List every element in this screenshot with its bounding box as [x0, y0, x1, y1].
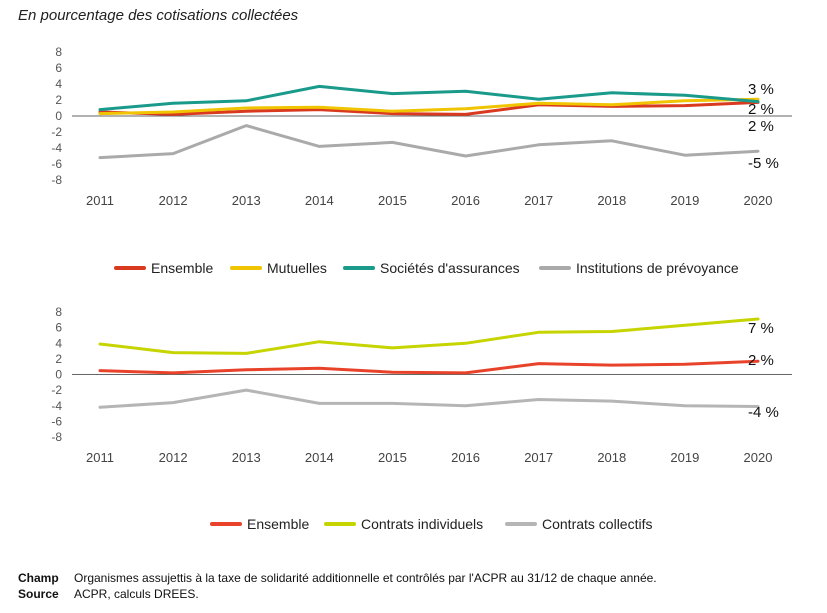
x-tick-label: 2013 [232, 450, 261, 465]
x-tick-label: 2018 [597, 193, 626, 208]
x-tick-label: 2018 [597, 450, 626, 465]
y-tick-label: 2 [55, 352, 62, 366]
footer-source-key: Source [18, 587, 59, 601]
series-line [98, 359, 760, 375]
end-value-label: 7 % [748, 320, 774, 337]
legend-label: Contrats individuels [361, 516, 483, 532]
y-tick-label: 4 [55, 336, 62, 350]
y-tick-label: -8 [51, 173, 62, 187]
footer-source: Source ACPR, calculs DREES. [18, 586, 657, 602]
end-value-label: 2 % [748, 101, 774, 118]
x-tick-label: 2012 [159, 450, 188, 465]
legend-label: Ensemble [247, 516, 309, 532]
panel-insurer-type: -8 -6 -4 -2 0 2 4 6 8 2011 2012 2013 2014 2015 2016 201… [51, 45, 792, 276]
legend-label: Ensemble [151, 260, 213, 276]
end-value-label: 2 % [748, 118, 774, 135]
end-value-label: -5 % [748, 155, 779, 172]
end-value-label: 3 % [748, 81, 774, 98]
x-tick-label: 2016 [451, 193, 480, 208]
footer-champ: Champ Organismes assujettis à la taxe de … [18, 570, 657, 586]
y-tick-label: -2 [51, 125, 62, 139]
y-tick-label: -4 [51, 141, 62, 155]
x-tick-label: 2014 [305, 193, 334, 208]
chart-subtitle: En pourcentage des cotisations collectée… [18, 7, 299, 24]
x-tick-label: 2020 [744, 450, 773, 465]
y-tick-label: -6 [51, 414, 62, 428]
x-tick-label: 2013 [232, 193, 261, 208]
series-line [98, 317, 760, 355]
x-tick-label: 2011 [86, 450, 114, 465]
y-tick-label: 8 [55, 305, 62, 319]
footer-source-text: ACPR, calculs DREES. [74, 587, 199, 601]
y-tick-label: -4 [51, 399, 62, 413]
series-line [98, 124, 760, 160]
y-tick-label: -2 [51, 383, 62, 397]
legend-label: Mutuelles [267, 260, 327, 276]
legend-label: Sociétés d'assurances [380, 260, 520, 276]
x-tick-label: 2020 [744, 193, 773, 208]
y-tick-label: 0 [55, 109, 62, 123]
y-tick-label: 2 [55, 93, 62, 107]
y-tick-label: 6 [55, 61, 62, 75]
footer-notes: Champ Organismes assujettis à la taxe de … [18, 570, 657, 602]
x-tick-label: 2012 [159, 193, 188, 208]
x-tick-label: 2016 [451, 450, 480, 465]
series-line [98, 388, 760, 409]
end-value-label: -4 % [748, 404, 779, 421]
series-line [98, 97, 760, 116]
footer-champ-text: Organismes assujettis à la taxe de solid… [74, 571, 657, 585]
x-tick-label: 2019 [670, 450, 699, 465]
x-tick-label: 2015 [378, 450, 407, 465]
y-tick-label: -6 [51, 157, 62, 171]
x-tick-label: 2017 [524, 450, 553, 465]
end-value-label: 2 % [748, 352, 774, 369]
footer-champ-key: Champ [18, 571, 59, 585]
legend-label: Contrats collectifs [542, 516, 652, 532]
x-tick-label: 2015 [378, 193, 407, 208]
y-tick-label: 6 [55, 321, 62, 335]
x-tick-label: 2017 [524, 193, 553, 208]
panel-contract-type: -8 -6-4 -20 2 46 8 2011 2012 2013 2014 2015 2016 201… [51, 305, 792, 532]
series-line [98, 84, 760, 112]
x-tick-label: 2011 [86, 193, 114, 208]
y-tick-label: 0 [55, 368, 62, 382]
x-tick-label: 2014 [305, 450, 334, 465]
y-tick-label: -8 [51, 430, 62, 444]
legend-label: Institutions de prévoyance [576, 260, 739, 276]
y-tick-label: 4 [55, 77, 62, 91]
y-tick-label: 8 [55, 45, 62, 59]
x-tick-label: 2019 [670, 193, 699, 208]
series-line [98, 100, 760, 116]
